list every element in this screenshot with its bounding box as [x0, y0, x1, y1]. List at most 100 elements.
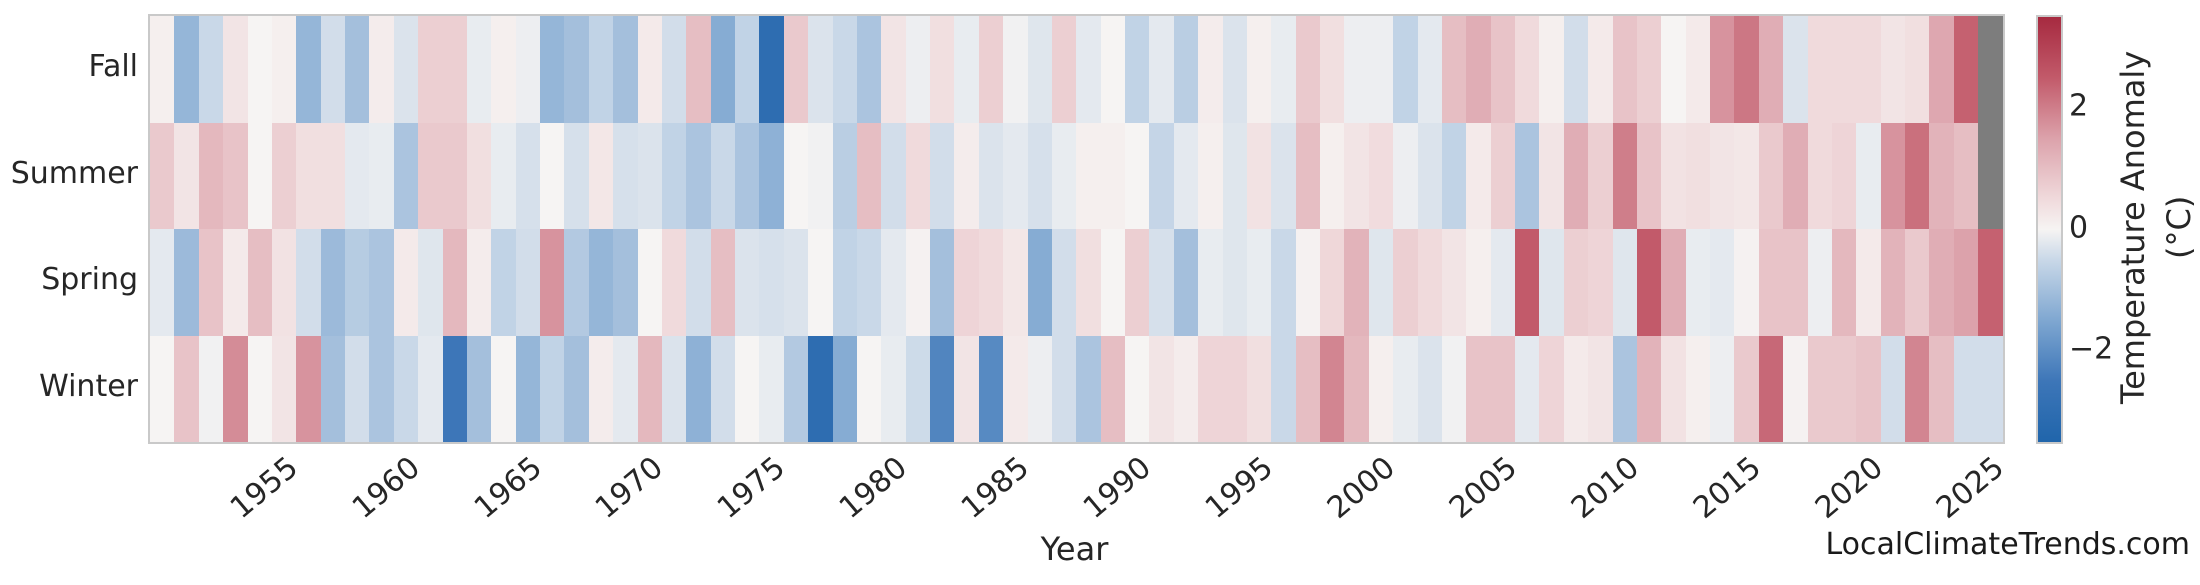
heatmap-cell: [637, 122, 662, 229]
heatmap-cell: [1198, 122, 1223, 229]
heatmap-cell: [1076, 335, 1101, 442]
heatmap-cell: [515, 122, 540, 229]
heatmap-cell: [1393, 335, 1418, 442]
heatmap-cell: [1807, 16, 1832, 123]
heatmap-cell: [1563, 229, 1589, 336]
heatmap-cell: [1831, 335, 1857, 442]
heatmap-cell: [1856, 229, 1881, 336]
heatmap-cell: [881, 122, 906, 229]
heatmap-cell: [588, 16, 614, 123]
heatmap-cell: [1466, 335, 1491, 442]
heatmap-cell: [1612, 122, 1637, 229]
heatmap-cell: [1929, 122, 1954, 229]
heatmap-cell: [1003, 229, 1028, 336]
heatmap-cell: [1758, 335, 1784, 442]
heatmap-cell: [345, 335, 370, 442]
heatmap-cell: [1076, 122, 1101, 229]
heatmap-cell: [1198, 16, 1223, 123]
heatmap-cell: [1125, 335, 1150, 442]
heatmap-cell: [1905, 229, 1930, 336]
heatmap-cell: [1490, 122, 1515, 229]
heatmap-cell: [223, 122, 248, 229]
heatmap-cell: [954, 122, 979, 229]
heatmap-cell: [1027, 335, 1052, 442]
heatmap-cell: [1953, 16, 1979, 123]
heatmap-cell: [1978, 122, 2003, 229]
heatmap-cell: [1807, 335, 1832, 442]
heatmap-cell: [1710, 229, 1735, 336]
heatmap-cell: [1758, 229, 1784, 336]
heatmap-cell: [735, 16, 760, 123]
heatmap-cell: [1295, 122, 1320, 229]
heatmap-cell: [1856, 122, 1881, 229]
heatmap-cell: [1685, 122, 1710, 229]
heatmap-cell: [198, 16, 224, 123]
heatmap-cell: [808, 16, 833, 123]
heatmap-cell: [1027, 122, 1052, 229]
heatmap-cell: [466, 122, 492, 229]
heatmap-cell: [442, 229, 467, 336]
heatmap-cell: [1734, 335, 1759, 442]
heatmap-cell: [808, 122, 833, 229]
heatmap-cell: [1027, 16, 1052, 123]
heatmap-cell: [345, 229, 370, 336]
heatmap-cell: [1003, 16, 1028, 123]
heatmap-cell: [1173, 16, 1199, 123]
heatmap-cell: [1978, 335, 2003, 442]
heatmap-cell: [954, 16, 979, 123]
heatmap-cell: [1051, 335, 1077, 442]
heatmap-cell: [930, 16, 955, 123]
colorbar-tick-label: 2: [2069, 88, 2089, 124]
heatmap-cell: [1003, 122, 1028, 229]
x-tick-label: 1990: [1076, 450, 1158, 526]
heatmap-cell: [978, 16, 1004, 123]
heatmap-cell: [881, 229, 906, 336]
heatmap-cell: [1271, 335, 1296, 442]
heatmap-cell: [1539, 16, 1564, 123]
heatmap-cell: [735, 122, 760, 229]
heatmap-cell: [1783, 335, 1808, 442]
heatmap-cell: [540, 229, 565, 336]
heatmap-cell: [271, 122, 297, 229]
heatmap-cell: [1636, 16, 1662, 123]
x-tick-label: 2010: [1564, 450, 1646, 526]
heatmap-cell: [1295, 16, 1320, 123]
heatmap-cell: [613, 122, 638, 229]
heatmap-cell: [223, 229, 248, 336]
x-tick-label: 1965: [467, 450, 549, 526]
heatmap-cell: [418, 335, 443, 442]
heatmap-cell: [1344, 16, 1369, 123]
heatmap-cell: [808, 229, 833, 336]
heatmap-cell: [150, 16, 175, 123]
heatmap-cell: [564, 122, 589, 229]
heatmap-cell: [1831, 229, 1857, 336]
heatmap-cell: [832, 16, 857, 123]
heatmap-cell: [1612, 229, 1637, 336]
colorbar-tick-label: −2: [2069, 331, 2114, 367]
row-label-spring: Spring: [41, 262, 138, 298]
heatmap-cell: [1344, 122, 1369, 229]
heatmap-cell: [442, 122, 467, 229]
heatmap-cell: [1636, 122, 1662, 229]
heatmap-cell: [856, 122, 882, 229]
heatmap-cell: [491, 122, 516, 229]
heatmap-cell: [1295, 335, 1320, 442]
heatmap-cell: [393, 16, 419, 123]
x-tick-label: 2015: [1686, 450, 1768, 526]
heatmap-cell: [174, 229, 199, 336]
x-tick-label: 1955: [223, 450, 305, 526]
heatmap-cell: [1100, 335, 1125, 442]
heatmap-cell: [223, 335, 248, 442]
heatmap-cell: [296, 122, 321, 229]
heatmap-cell: [1953, 335, 1979, 442]
x-tick-label: 1980: [833, 450, 915, 526]
heatmap-cell: [1173, 122, 1199, 229]
heatmap-cell: [247, 122, 272, 229]
heatmap-cell: [1417, 122, 1442, 229]
heatmap-cell: [1222, 16, 1247, 123]
heatmap-cell: [1588, 229, 1613, 336]
heatmap-cell: [247, 335, 272, 442]
heatmap-cell: [759, 122, 784, 229]
heatmap-cell: [1490, 229, 1515, 336]
heatmap-cell: [1246, 122, 1272, 229]
